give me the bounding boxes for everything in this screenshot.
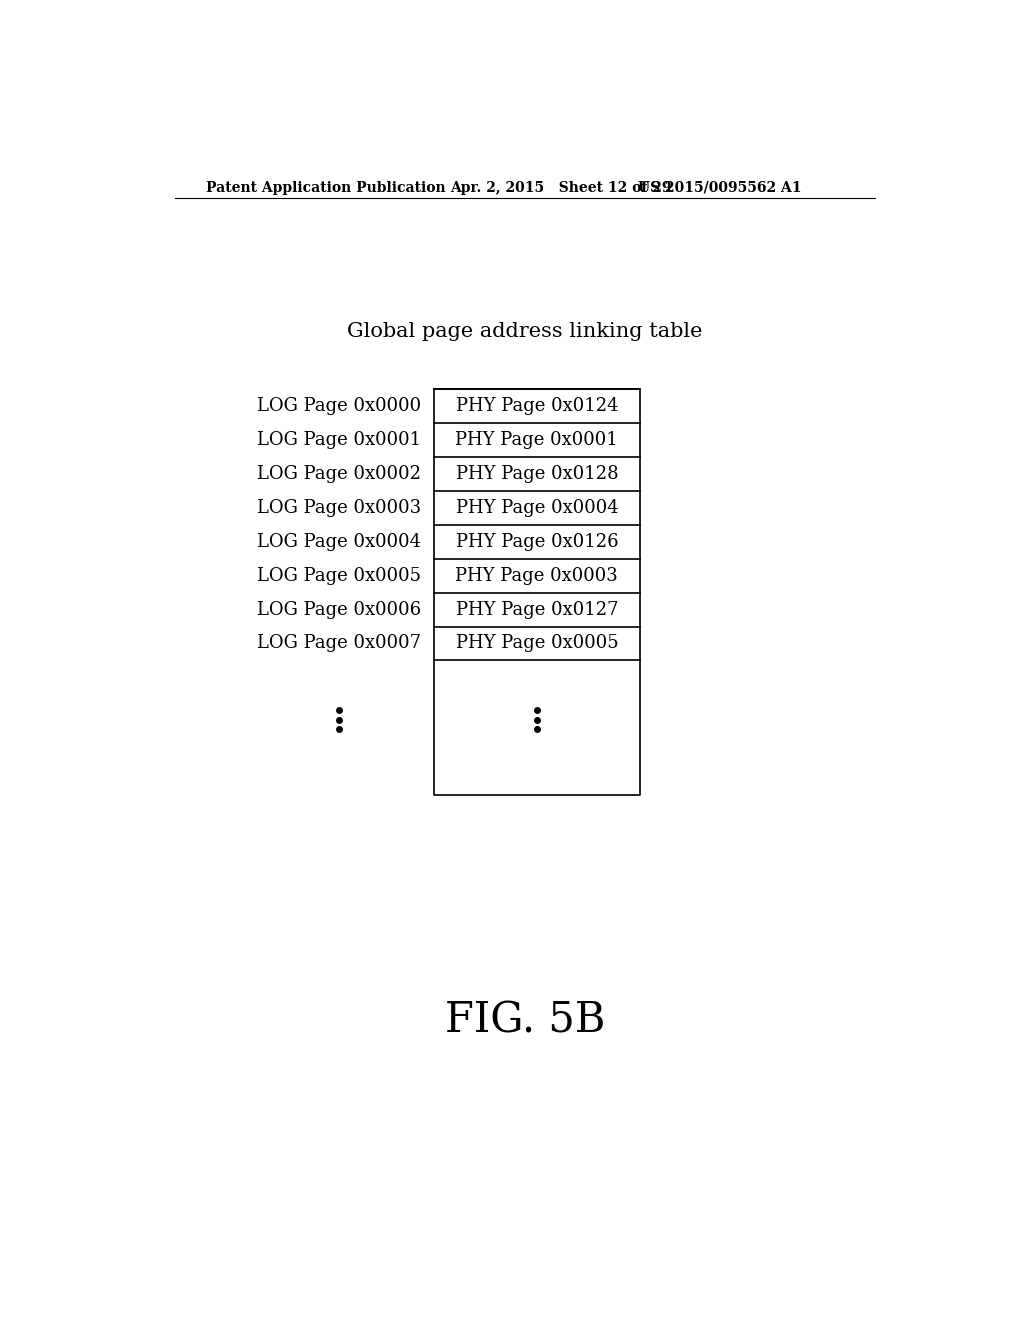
Text: Global page address linking table: Global page address linking table — [347, 322, 702, 341]
Text: LOG Page 0x0002: LOG Page 0x0002 — [257, 465, 421, 483]
Text: LOG Page 0x0004: LOG Page 0x0004 — [257, 533, 421, 550]
Text: LOG Page 0x0003: LOG Page 0x0003 — [257, 499, 421, 517]
Text: PHY Page 0x0128: PHY Page 0x0128 — [456, 465, 618, 483]
Text: PHY Page 0x0005: PHY Page 0x0005 — [456, 635, 618, 652]
Text: LOG Page 0x0007: LOG Page 0x0007 — [257, 635, 421, 652]
Text: LOG Page 0x0005: LOG Page 0x0005 — [257, 566, 421, 585]
Text: PHY Page 0x0001: PHY Page 0x0001 — [456, 432, 618, 449]
Text: Apr. 2, 2015   Sheet 12 of 29: Apr. 2, 2015 Sheet 12 of 29 — [450, 181, 671, 194]
Text: PHY Page 0x0004: PHY Page 0x0004 — [456, 499, 618, 517]
Text: LOG Page 0x0001: LOG Page 0x0001 — [257, 432, 421, 449]
Text: LOG Page 0x0006: LOG Page 0x0006 — [257, 601, 421, 619]
Text: LOG Page 0x0000: LOG Page 0x0000 — [257, 397, 421, 416]
Text: Patent Application Publication: Patent Application Publication — [206, 181, 445, 194]
Text: PHY Page 0x0124: PHY Page 0x0124 — [456, 397, 618, 416]
Text: PHY Page 0x0127: PHY Page 0x0127 — [456, 601, 618, 619]
Text: PHY Page 0x0003: PHY Page 0x0003 — [456, 566, 618, 585]
Text: PHY Page 0x0126: PHY Page 0x0126 — [456, 533, 618, 550]
Text: US 2015/0095562 A1: US 2015/0095562 A1 — [638, 181, 802, 194]
Text: FIG. 5B: FIG. 5B — [444, 999, 605, 1041]
